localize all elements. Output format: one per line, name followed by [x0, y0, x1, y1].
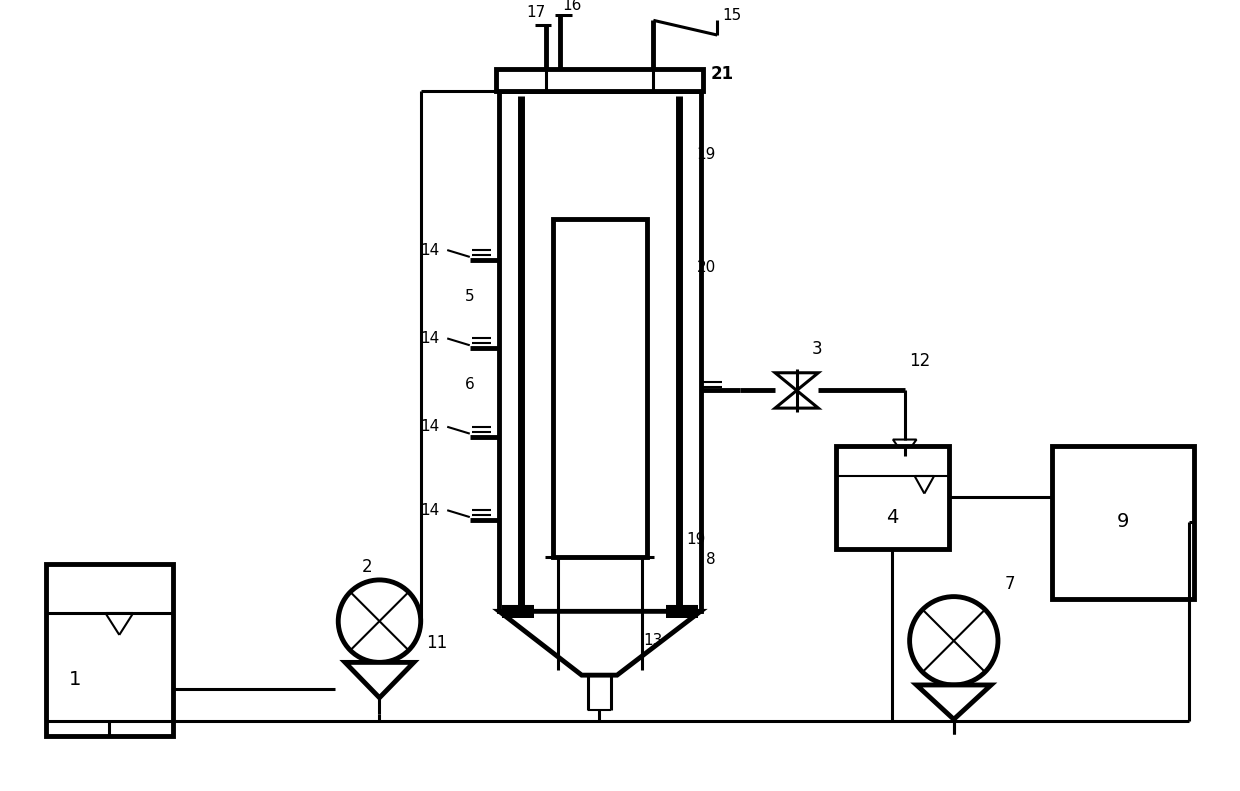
Text: 3: 3	[811, 340, 822, 358]
Polygon shape	[775, 373, 818, 391]
Text: 4: 4	[885, 508, 898, 527]
Text: 1: 1	[69, 669, 82, 689]
Bar	[46, 564, 174, 736]
Bar	[1052, 446, 1194, 599]
Text: 14: 14	[420, 331, 440, 346]
Circle shape	[910, 596, 998, 685]
Bar	[500, 91, 701, 611]
Text: 6: 6	[465, 377, 475, 392]
Text: 13: 13	[644, 634, 663, 649]
Bar	[666, 607, 698, 619]
Polygon shape	[916, 685, 991, 719]
Text: 21: 21	[711, 66, 733, 83]
Text: 19: 19	[687, 532, 706, 547]
Bar	[553, 218, 646, 558]
Text: 8: 8	[707, 552, 715, 567]
Bar	[502, 607, 533, 619]
Bar	[836, 446, 949, 550]
Text: 17: 17	[527, 5, 546, 20]
Text: 14: 14	[420, 419, 440, 434]
Text: 19: 19	[697, 147, 715, 162]
Text: 15: 15	[722, 8, 742, 23]
Text: 20: 20	[697, 260, 715, 275]
Text: 7: 7	[1004, 575, 1016, 592]
Polygon shape	[345, 662, 414, 698]
Bar	[496, 70, 703, 91]
Text: 5: 5	[465, 289, 475, 304]
Polygon shape	[893, 440, 916, 456]
Text: 16: 16	[562, 0, 582, 13]
Text: 11: 11	[427, 634, 448, 652]
Polygon shape	[775, 391, 818, 408]
Polygon shape	[500, 611, 701, 676]
Text: 14: 14	[420, 243, 440, 258]
Circle shape	[339, 580, 420, 662]
Text: 12: 12	[910, 352, 931, 370]
Text: 14: 14	[420, 503, 440, 518]
Text: 9: 9	[1116, 513, 1128, 532]
Text: 2: 2	[362, 558, 372, 576]
